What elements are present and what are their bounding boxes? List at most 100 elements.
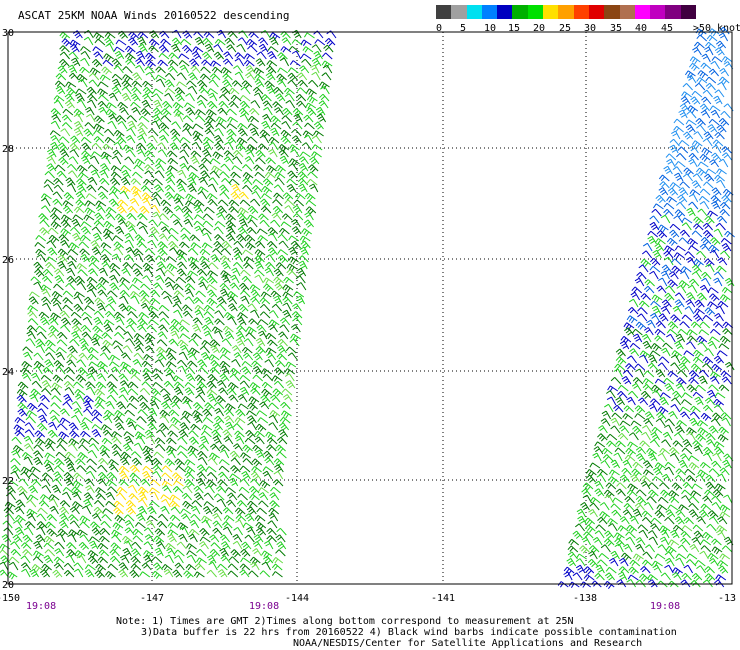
wind-barb [64,93,75,102]
wind-barb [174,555,184,564]
wind-barb [196,477,206,487]
wind-barb [254,269,265,277]
wind-barb [652,467,663,476]
wind-barb [143,550,154,559]
wind-barb [637,524,649,532]
wind-barb [97,289,108,298]
wind-barb [255,157,266,165]
wind-barb [262,100,273,109]
wind-barb [676,377,687,386]
wind-barb [646,447,657,456]
wind-barb [173,197,184,207]
wind-barb [702,356,714,365]
wind-barb [634,277,645,287]
wind-barb [277,67,288,74]
wind-barb [716,124,727,133]
wind-barb [226,44,237,53]
wind-barb [141,381,152,389]
wind-barb [78,352,89,361]
wind-barb [144,248,156,256]
wind-barb [208,561,218,571]
wind-barb [280,410,292,419]
wind-barb [214,318,225,326]
wind-barb [182,122,194,132]
wind-barb [220,255,231,263]
wind-barb [700,62,712,70]
wind-barb [188,528,200,536]
wind-barb [684,468,696,476]
wind-barb [613,532,625,541]
wind-barb [718,158,729,168]
wind-barb [163,269,175,277]
wind-barb [62,297,73,305]
wind-barb [91,512,102,522]
wind-barb [94,402,105,410]
wind-barb [177,365,187,375]
wind-barb [208,92,218,102]
wind-barb [187,183,197,193]
wind-barb [263,450,274,459]
wind-barb [17,485,28,495]
wind-barb [669,223,681,231]
wind-barb [85,470,96,480]
wind-barb [245,72,256,81]
wind-barb [57,260,67,270]
wind-barb [717,560,729,567]
wind-barb [235,514,247,522]
wind-barb [61,38,72,47]
wind-barb [244,513,255,522]
wind-barb [69,430,80,439]
wind-barb [177,522,189,531]
wind-barb [201,430,212,438]
wind-barb [108,198,119,207]
wind-barb [712,489,724,498]
wind-barb [627,355,638,364]
wind-barb [267,520,278,529]
wind-barb [275,534,286,543]
wind-barb [172,303,183,312]
wind-barb [219,449,230,459]
wind-barb [252,179,264,186]
wind-barb [114,50,125,60]
wind-barb [60,214,72,223]
wind-barb [178,429,189,438]
wind-barb [50,387,61,396]
wind-barb [703,230,714,239]
legend-swatch [497,5,513,19]
wind-barb [220,163,231,172]
wind-barb [702,222,713,231]
wind-barb [691,180,702,189]
wind-barb [649,350,661,357]
wind-barb [191,500,203,508]
wind-barb [692,46,702,56]
wind-barb [145,435,156,445]
wind-barb [247,415,257,424]
wind-barb [214,407,225,417]
wind-barb [714,392,726,399]
wind-barb [250,561,260,571]
wind-barb [233,526,244,536]
wind-barb [129,478,140,487]
wind-barb [274,464,284,473]
wind-barb [290,324,301,333]
wind-barb [169,500,180,509]
wind-barb [35,534,46,543]
wind-barb [269,492,280,501]
wind-barb [259,570,271,578]
wind-barb [233,352,244,361]
wind-barb [700,237,712,246]
wind-barb [616,482,627,490]
wind-barb [252,548,262,557]
wind-barb [280,129,292,138]
wind-barb [304,192,316,201]
wind-barb [98,276,110,285]
wind-barb [681,217,693,224]
wind-barb [97,185,109,193]
wind-barb [285,346,297,354]
wind-barb [205,485,215,494]
wind-barb [80,226,91,235]
wind-barb [67,64,78,74]
wind-barb [229,450,241,459]
wind-barb [643,418,654,427]
wind-barb [688,455,700,462]
